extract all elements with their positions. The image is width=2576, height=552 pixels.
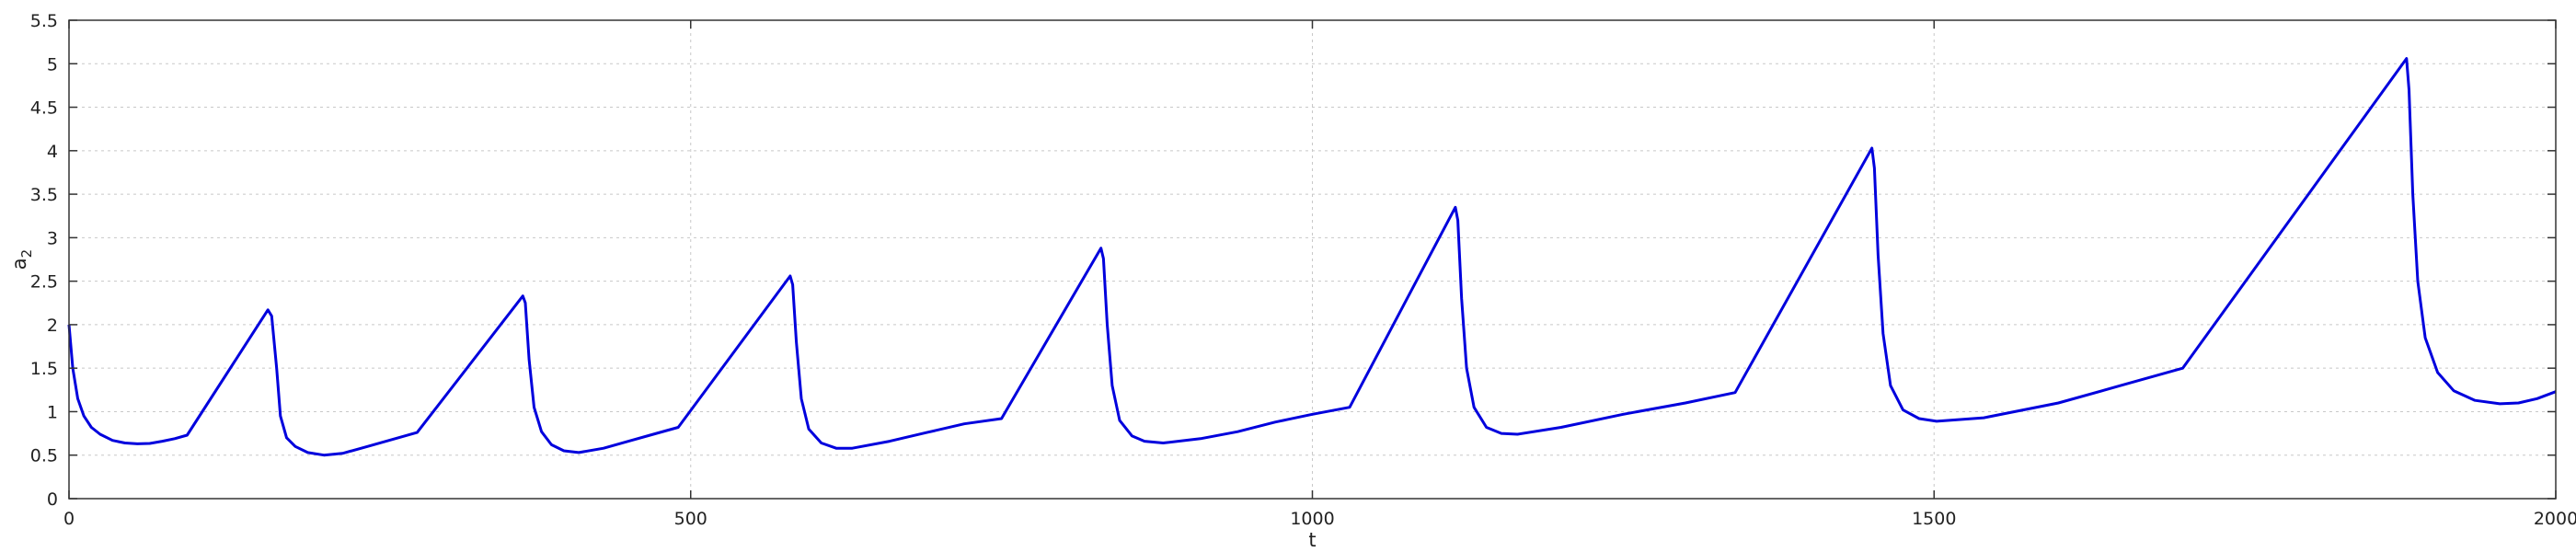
y-tick-label: 4.5 [30, 98, 58, 119]
y-axis: 0 0.5 1 1.5 2 2.5 3 3.5 4 4.5 5 5.5 [30, 11, 2556, 510]
y-axis-title-subscript: 2 [18, 249, 35, 259]
grid [69, 20, 2556, 499]
y-tick-label: 0.5 [30, 446, 58, 466]
x-axis: 0 500 1000 1500 2000 [63, 20, 2576, 529]
x-axis-title: t [1308, 529, 1316, 551]
x-tick-label: 2000 [2534, 509, 2576, 529]
y-tick-label: 4 [47, 142, 58, 162]
y-tick-label: 2 [47, 316, 58, 336]
y-tick-label: 5 [47, 54, 58, 75]
y-tick-label: 0 [47, 489, 58, 510]
series-line [67, 57, 2557, 457]
x-tick-label: 0 [63, 509, 75, 529]
x-tick-label: 1500 [1912, 509, 1956, 529]
y-tick-label: 3.5 [30, 185, 58, 205]
y-axis-title-base: a [8, 258, 30, 270]
y-tick-label: 1.5 [30, 359, 58, 379]
y-tick-label: 1 [47, 402, 58, 422]
y-tick-label: 5.5 [30, 11, 58, 31]
x-tick-label: 500 [674, 509, 707, 529]
y-tick-label: 2.5 [30, 272, 58, 293]
x-tick-label: 1000 [1290, 509, 1334, 529]
series-layer [67, 57, 2557, 457]
y-axis-title: a2 [8, 249, 35, 270]
y-tick-label: 3 [47, 228, 58, 248]
